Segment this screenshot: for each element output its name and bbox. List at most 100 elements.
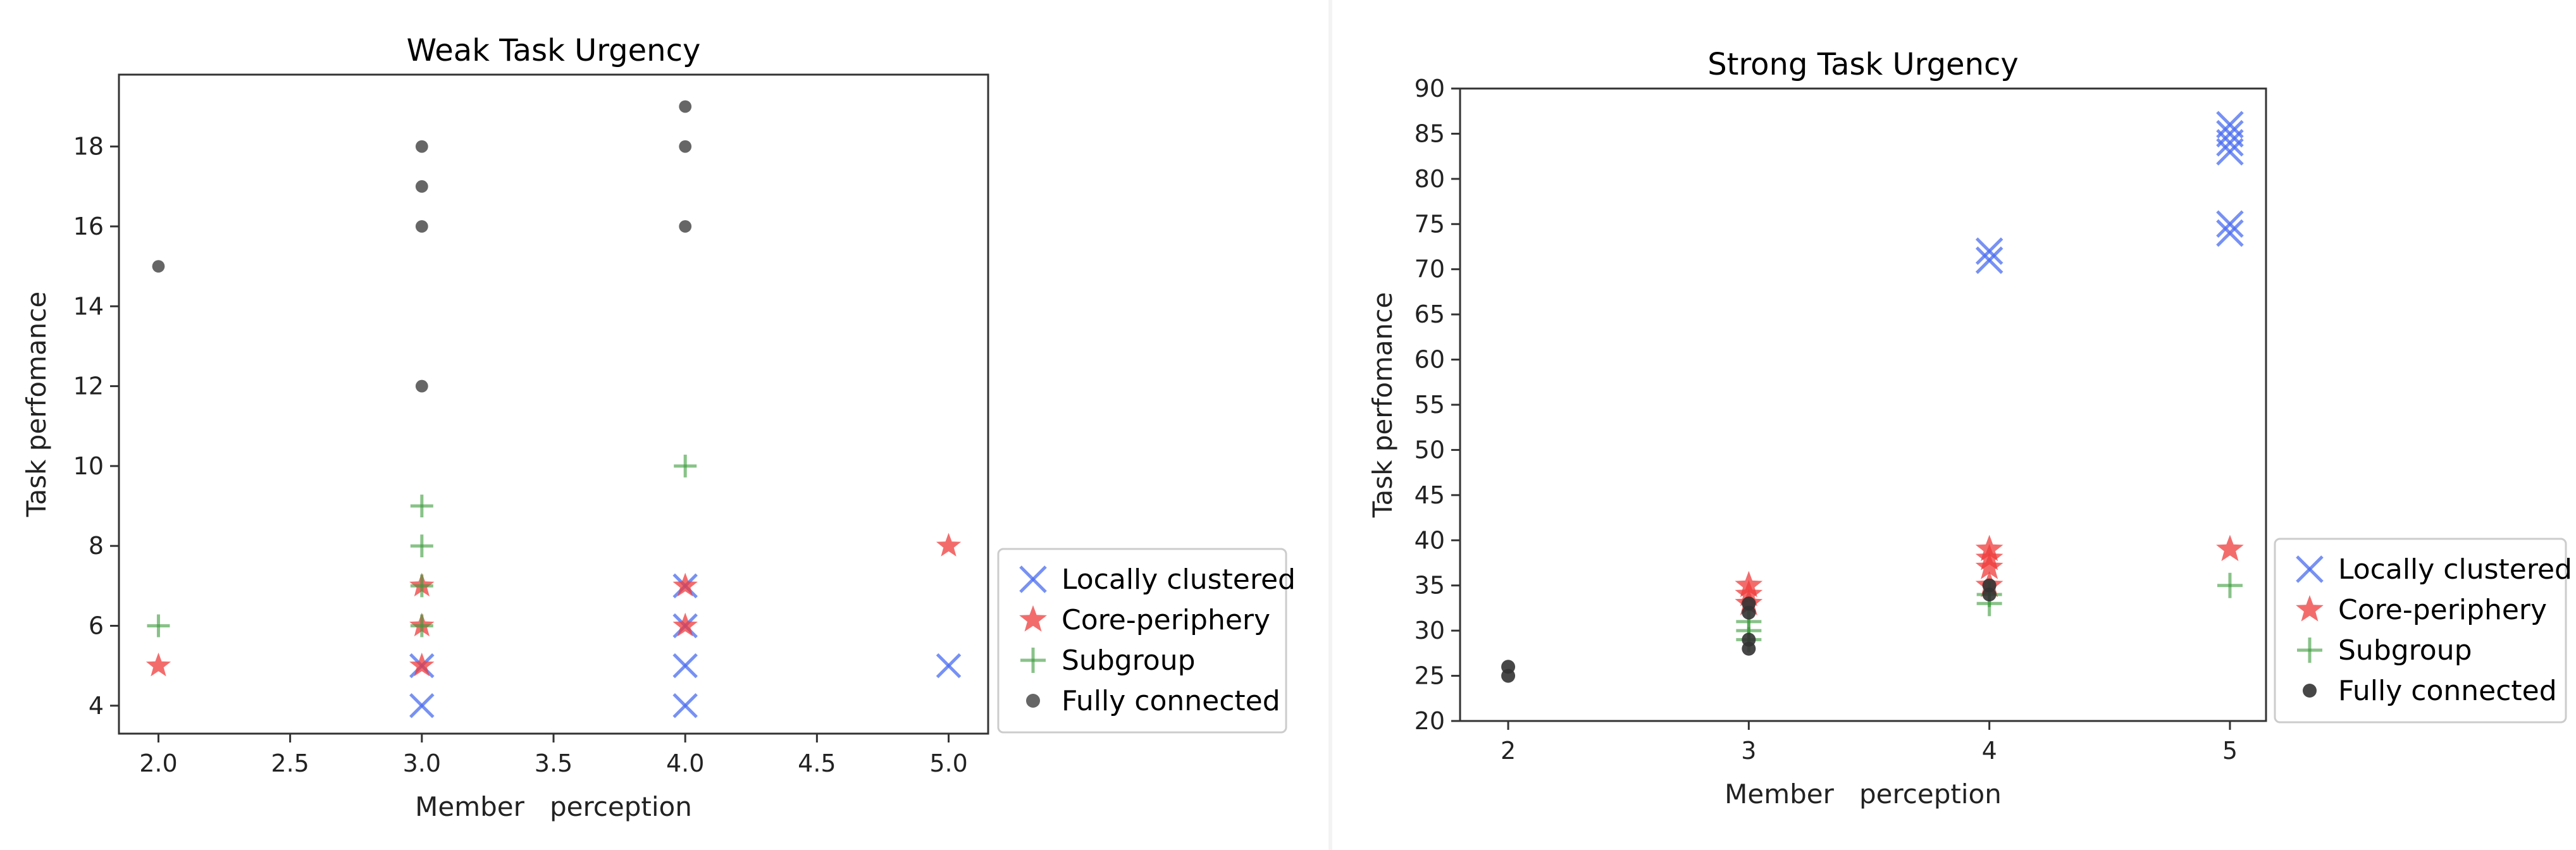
x-axis-label: Member perception [1725,779,2002,810]
y-tick-label: 25 [1415,662,1445,690]
data-point [2216,111,2244,139]
data-point [2216,534,2244,562]
data-point [2216,120,2244,148]
data-point [410,495,433,518]
legend-marker [1019,605,1047,632]
data-point [147,614,170,638]
x-tick-label: 5.0 [929,749,967,777]
chart-panel-weak: Weak Task Urgency 2.0 2.5 3.0 3.5 4.0 4.5 5.0 4 6… [21,33,1296,822]
data-point [415,220,428,233]
data-point [936,653,962,679]
legend-box [2274,538,2567,724]
y-tick-label: 18 [73,133,104,161]
data-point [1975,237,2003,265]
data-point [1735,570,1763,598]
series-locally-clustered [409,573,962,718]
x-tick-label: 2 [1501,737,1516,765]
data-point [2217,572,2243,598]
data-point [672,653,698,679]
data-point [146,652,171,677]
y-tick-label: 50 [1415,436,1445,464]
y-tick-label: 75 [1415,210,1445,238]
x-tick-label: 4.5 [798,749,836,777]
plot-area-frame [118,73,989,735]
data-point [679,140,692,153]
data-point [410,574,433,598]
x-tick-label: 4 [1982,737,1997,765]
legend-entry-label: Core-periphery [1062,604,1270,636]
chart-panel-strong: Strong Task Urgency 2 3 4 5 20 25 30 35 40 45 50 55 6… [1354,0,2576,850]
data-point [410,534,433,558]
y-tick-label: 85 [1415,120,1445,147]
data-point [410,614,433,638]
y-tick-label: 40 [1415,526,1445,554]
chart-title: Weak Task Urgency [407,33,701,68]
y-tick-label: 65 [1415,300,1445,328]
data-point [2216,219,2244,247]
y-tick-label: 30 [1415,617,1445,644]
legend-entry-label: Fully connected [1062,685,1280,717]
data-point [415,379,428,393]
y-tick-label: 10 [73,452,104,480]
data-point [672,612,698,637]
series-fully-connected [1501,578,1997,683]
data-point [409,693,435,718]
data-point [672,693,698,718]
y-axis-label: Task perfomance [21,292,52,517]
data-point [672,572,698,597]
legend-entry-label: Core-periphery [2338,594,2547,626]
legend-entry-label: Locally clustered [1062,564,1296,596]
series-subgroup [147,454,697,638]
data-point [1501,660,1516,674]
y-tick-label: 12 [73,373,104,400]
data-point [415,140,428,153]
data-point [1982,578,1997,593]
y-tick-label: 20 [1415,707,1445,735]
legend-marker [2303,684,2317,698]
legend-marker [1026,694,1040,708]
legend-marker [1019,565,1047,593]
data-point [936,533,962,557]
panel-divider [1328,0,1332,850]
series-fully-connected [152,100,692,393]
data-point [1735,580,1763,607]
chart-title: Strong Task Urgency [1707,47,2019,82]
legend-entry-label: Locally clustered [2338,553,2572,586]
legend-entry-label: Fully connected [2338,675,2557,707]
y-tick-label: 35 [1415,572,1445,600]
data-point [152,260,165,273]
data-point [415,180,428,193]
data-point [1742,596,1756,611]
y-tick-label: 4 [89,692,104,720]
y-tick-label: 90 [1415,75,1445,102]
legend-marker [2296,595,2324,622]
legend-marker [1020,648,1046,673]
data-point [1975,246,2003,274]
legend-entry-label: Subgroup [2338,634,2472,667]
chart-weak-task-urgency: Weak Task Urgency 2.0 2.5 3.0 3.5 4.0 4.5 5.0 4 6… [21,33,1296,822]
y-tick-label: 60 [1415,346,1445,374]
x-tick-label: 4.0 [666,749,704,777]
data-point [679,100,692,113]
legend-box [997,548,1287,734]
y-tick-label: 16 [73,212,104,240]
legend-marker [2297,638,2322,663]
data-point [1742,632,1756,647]
x-tick-label: 3.5 [535,749,573,777]
legend-marker [2296,555,2324,583]
y-axis-label: Task perfomance [1367,292,1398,518]
plot-area-frame [1459,87,2267,722]
y-tick-label: 80 [1415,165,1445,193]
legend: Locally clustered Core-periphery Subgroup F… [2274,538,2572,724]
data-point [409,652,435,677]
legend-entry-label: Subgroup [1062,644,1196,677]
y-tick-label: 55 [1415,391,1445,419]
x-tick-label: 2.5 [271,749,309,777]
data-point [674,454,697,477]
data-point [1975,553,2003,579]
y-tick-label: 6 [89,612,104,639]
data-point [1975,534,2003,562]
data-point [679,220,692,233]
x-tick-label: 3 [1741,737,1756,765]
